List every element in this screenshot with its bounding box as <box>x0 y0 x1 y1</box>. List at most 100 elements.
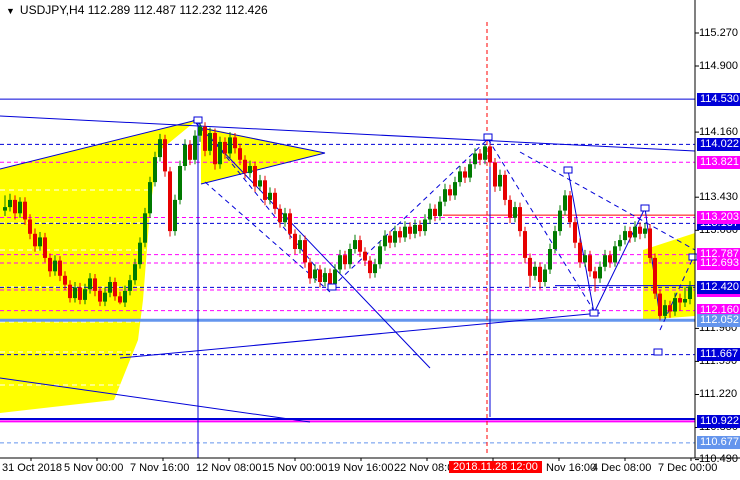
candle-bear <box>523 226 527 264</box>
candle-bear <box>478 149 482 166</box>
candle-bull <box>193 130 197 165</box>
price-axis-label: 110.490 <box>699 453 738 466</box>
candle-bear <box>168 166 172 237</box>
time-axis-label: 7 Dec 00:00 <box>658 462 718 474</box>
candle-bear <box>58 256 62 282</box>
time-axis-label: 12 Nov 08:00 <box>196 462 262 474</box>
candle-bear <box>538 262 542 290</box>
object-handle-marker[interactable] <box>327 283 337 291</box>
time-axis-label: 5 Nov 00:00 <box>64 462 124 474</box>
zigzag-path <box>567 169 661 319</box>
object-handle-marker[interactable] <box>563 166 573 174</box>
candle-bull <box>393 225 397 248</box>
trendline <box>200 152 326 185</box>
candle-bear <box>488 143 492 167</box>
chart-title-text: USDJPY,H4 112.289 112.487 112.232 112.42… <box>19 3 268 17</box>
candle-bear <box>668 300 672 318</box>
price-level-label: 113.203 <box>697 211 740 224</box>
time-axis-label: 22 Nov 08:00 <box>394 462 460 474</box>
price-level-label: 110.677 <box>697 436 740 450</box>
candle-bull <box>208 127 212 156</box>
candle-bull <box>73 282 77 303</box>
candle-bull <box>158 133 162 162</box>
candle-bull <box>283 207 287 227</box>
price-axis-label: 114.160 <box>699 125 738 138</box>
candle-bull <box>673 292 677 316</box>
price-axis-label: 115.270 <box>699 26 738 39</box>
candle-bull <box>108 276 112 298</box>
candle-bear <box>293 229 297 255</box>
candle-bull <box>123 285 127 307</box>
trendline <box>192 119 431 369</box>
candle-bear <box>48 253 52 277</box>
candle-bear <box>503 170 507 206</box>
candle-bear <box>188 140 192 166</box>
candle-bull <box>403 221 407 242</box>
candle-bear <box>343 250 347 270</box>
candle-bull <box>378 241 382 269</box>
price-axis-label: 113.430 <box>699 190 738 203</box>
candle-bear <box>33 228 37 252</box>
candle-bull <box>353 234 357 254</box>
candle-bull <box>553 225 557 254</box>
candle-bear <box>358 235 362 257</box>
candle-bear <box>573 217 577 249</box>
candle-bear <box>493 158 497 192</box>
candle-bull <box>633 221 637 242</box>
candle-bull <box>583 249 587 267</box>
candle-bear <box>43 232 47 263</box>
trendline <box>200 127 326 154</box>
symbol-dropdown-icon[interactable]: ▼ <box>6 6 15 16</box>
time-axis-label: 31 Oct 2018 <box>2 462 62 474</box>
candle-bear <box>63 271 67 290</box>
candle-bull <box>643 223 647 239</box>
candle-bear <box>28 214 32 240</box>
candle-bull <box>198 123 202 142</box>
candle-bear <box>398 226 402 243</box>
candle-bull <box>313 264 317 283</box>
candle-bull <box>663 299 667 320</box>
candle-bear <box>678 293 682 311</box>
candle-bull <box>683 287 687 307</box>
candle-bull <box>258 174 262 191</box>
candle-bull <box>563 190 567 216</box>
object-handle-marker[interactable] <box>688 253 698 261</box>
candle-bull <box>3 195 7 216</box>
candle-bear <box>263 175 267 206</box>
candle-bear <box>238 143 242 166</box>
object-handle-marker[interactable] <box>483 133 493 141</box>
object-handle-marker[interactable] <box>653 348 663 356</box>
candle-bear <box>658 289 662 321</box>
candle-bear <box>78 282 82 305</box>
expanding-wedge-shape[interactable] <box>0 120 197 413</box>
candle-bull <box>618 234 622 251</box>
candle-bull <box>183 139 187 171</box>
candle-bear <box>213 128 217 170</box>
candle-bear <box>653 253 657 299</box>
candle-bear <box>628 226 632 243</box>
candle-bull <box>338 249 342 274</box>
candle-bull <box>453 176 457 200</box>
candle-bull <box>218 136 222 169</box>
candle-bull <box>613 241 617 267</box>
candle-bull <box>413 219 417 239</box>
candle-bull <box>533 261 537 281</box>
price-level-label: 111.667 <box>697 348 740 362</box>
candle-bull <box>8 193 12 212</box>
price-level-label: 112.052 <box>697 313 740 327</box>
candle-bear <box>23 197 27 225</box>
candle-bull <box>323 267 327 287</box>
candle-bull <box>473 148 477 169</box>
candle-bull <box>443 183 447 207</box>
time-axis-label: 19 Nov 16:00 <box>328 462 394 474</box>
candle-bear <box>518 202 522 237</box>
object-handle-marker[interactable] <box>640 204 650 212</box>
object-handle-marker[interactable] <box>193 116 203 124</box>
candle-bear <box>433 204 437 222</box>
object-handle-marker[interactable] <box>589 309 599 317</box>
price-level-label: 112.420 <box>697 280 740 294</box>
candle-bear <box>233 133 237 154</box>
candle-bear <box>463 166 467 183</box>
